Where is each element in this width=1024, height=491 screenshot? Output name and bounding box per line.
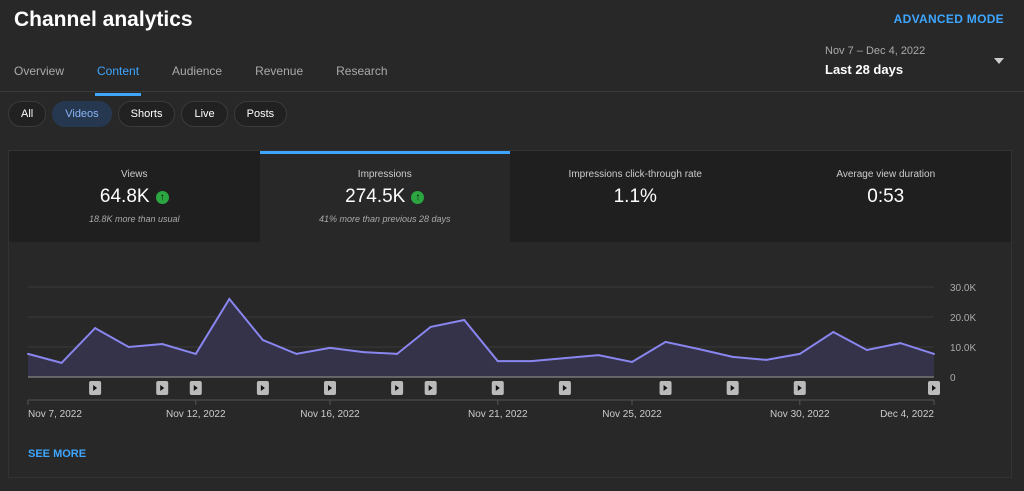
date-range: Nov 7 – Dec 4, 2022: [825, 45, 926, 57]
series-area: [28, 299, 934, 377]
chip-live[interactable]: Live: [181, 101, 228, 127]
content-type-chips: All Videos Shorts Live Posts: [8, 101, 288, 127]
video-marker-icon[interactable]: [156, 381, 169, 395]
video-marker-icon[interactable]: [928, 381, 940, 395]
data-point: [664, 340, 667, 343]
video-marker-icon[interactable]: [324, 381, 336, 395]
x-tick-label: Dec 4, 2022: [880, 409, 934, 420]
data-point: [798, 352, 801, 355]
data-point: [631, 361, 633, 363]
advanced-mode-link[interactable]: ADVANCED MODE: [893, 12, 1004, 26]
metrics-panel: Views 64.8K ↑ 18.8K more than usual Impre…: [8, 150, 1012, 478]
video-marker-icon[interactable]: [424, 381, 437, 395]
x-tick-label: Nov 25, 2022: [602, 409, 662, 420]
data-point: [295, 352, 298, 355]
data-point: [27, 352, 29, 355]
video-marker-icon[interactable]: [256, 381, 269, 395]
tab-content[interactable]: Content: [95, 64, 142, 96]
page-title: Channel analytics: [14, 8, 193, 31]
metric-label: Impressions click-through rate: [568, 169, 702, 180]
data-point: [463, 319, 466, 321]
data-point: [765, 358, 768, 361]
x-tick-label: Nov 21, 2022: [468, 409, 528, 420]
tab-overview[interactable]: Overview: [14, 64, 65, 78]
chip-videos[interactable]: Videos: [52, 101, 112, 127]
y-tick-label: 20.0K: [950, 313, 976, 324]
data-point: [865, 349, 868, 351]
metric-card-ctr[interactable]: Impressions click-through rate 1.1%: [510, 151, 761, 242]
video-marker-icon[interactable]: [491, 381, 504, 395]
video-marker-icon[interactable]: [89, 381, 102, 395]
x-tick-label: Nov 30, 2022: [770, 409, 830, 420]
see-more-link[interactable]: SEE MORE: [28, 448, 87, 460]
metric-note: 41% more than previous 28 days: [318, 214, 451, 224]
metric-card-impressions[interactable]: Impressions 274.5K ↑ 41% more than previo…: [259, 151, 510, 242]
data-point: [597, 354, 600, 357]
data-point: [362, 351, 365, 354]
metric-label: Average view duration: [836, 169, 936, 180]
data-point: [329, 346, 331, 349]
metric-value: 64.8K: [99, 186, 150, 207]
data-point: [429, 325, 432, 328]
chip-all[interactable]: All: [8, 101, 47, 127]
data-point: [933, 352, 935, 355]
arrow-up-icon: ↑: [411, 190, 425, 204]
data-point: [261, 339, 264, 342]
metric-label: Views: [121, 169, 148, 180]
data-point: [899, 342, 902, 345]
data-point: [563, 357, 566, 360]
metric-value: 1.1%: [613, 186, 657, 207]
metric-card-views[interactable]: Views 64.8K ↑ 18.8K more than usual: [9, 151, 260, 242]
y-tick-label: 0: [950, 373, 956, 384]
video-marker-icon[interactable]: [391, 381, 404, 395]
data-point: [496, 360, 499, 363]
data-point: [832, 331, 835, 333]
data-point: [161, 343, 164, 345]
tab-research[interactable]: Research: [336, 64, 388, 78]
x-tick-label: Nov 7, 2022: [28, 409, 82, 420]
arrow-up-icon: ↑: [155, 190, 169, 204]
metric-note: 18.8K more than usual: [88, 214, 180, 224]
series-line: [27, 297, 935, 365]
data-point: [60, 361, 63, 364]
tab-audience[interactable]: Audience: [172, 64, 223, 78]
data-point: [698, 348, 701, 351]
chip-posts[interactable]: Posts: [233, 101, 288, 127]
data-point: [396, 352, 399, 355]
video-marker-icon[interactable]: [793, 381, 806, 395]
metric-label: Impressions: [357, 169, 412, 180]
y-tick-label: 10.0K: [950, 343, 976, 354]
caret-down-icon[interactable]: [994, 58, 1004, 64]
metric-value: 0:53: [867, 186, 905, 207]
y-tick-label: 30.0K: [950, 283, 976, 294]
data-point: [530, 360, 533, 363]
video-marker-icon[interactable]: [659, 381, 672, 395]
video-marker-icon[interactable]: [726, 381, 739, 395]
metric-card-avg-duration[interactable]: Average view duration 0:53: [760, 151, 1011, 242]
period-label: Last 28 days: [825, 62, 904, 77]
metric-value: 274.5K: [345, 186, 406, 207]
tab-revenue[interactable]: Revenue: [255, 64, 304, 78]
x-tick-label: Nov 16, 2022: [300, 409, 360, 420]
data-point: [228, 298, 231, 300]
date-range-picker[interactable]: Nov 7 – Dec 4, 2022 Last 28 days: [825, 45, 925, 77]
video-marker-icon[interactable]: [558, 381, 571, 395]
video-marker-icon[interactable]: [189, 381, 202, 395]
tab-bar: Overview Content Audience Revenue Resear…: [14, 64, 421, 96]
data-point: [127, 346, 130, 348]
data-point: [94, 327, 97, 330]
data-point: [731, 355, 734, 358]
divider: [0, 91, 1024, 92]
x-tick-label: Nov 12, 2022: [166, 409, 226, 420]
chip-shorts[interactable]: Shorts: [117, 101, 176, 127]
data-point: [194, 352, 197, 355]
